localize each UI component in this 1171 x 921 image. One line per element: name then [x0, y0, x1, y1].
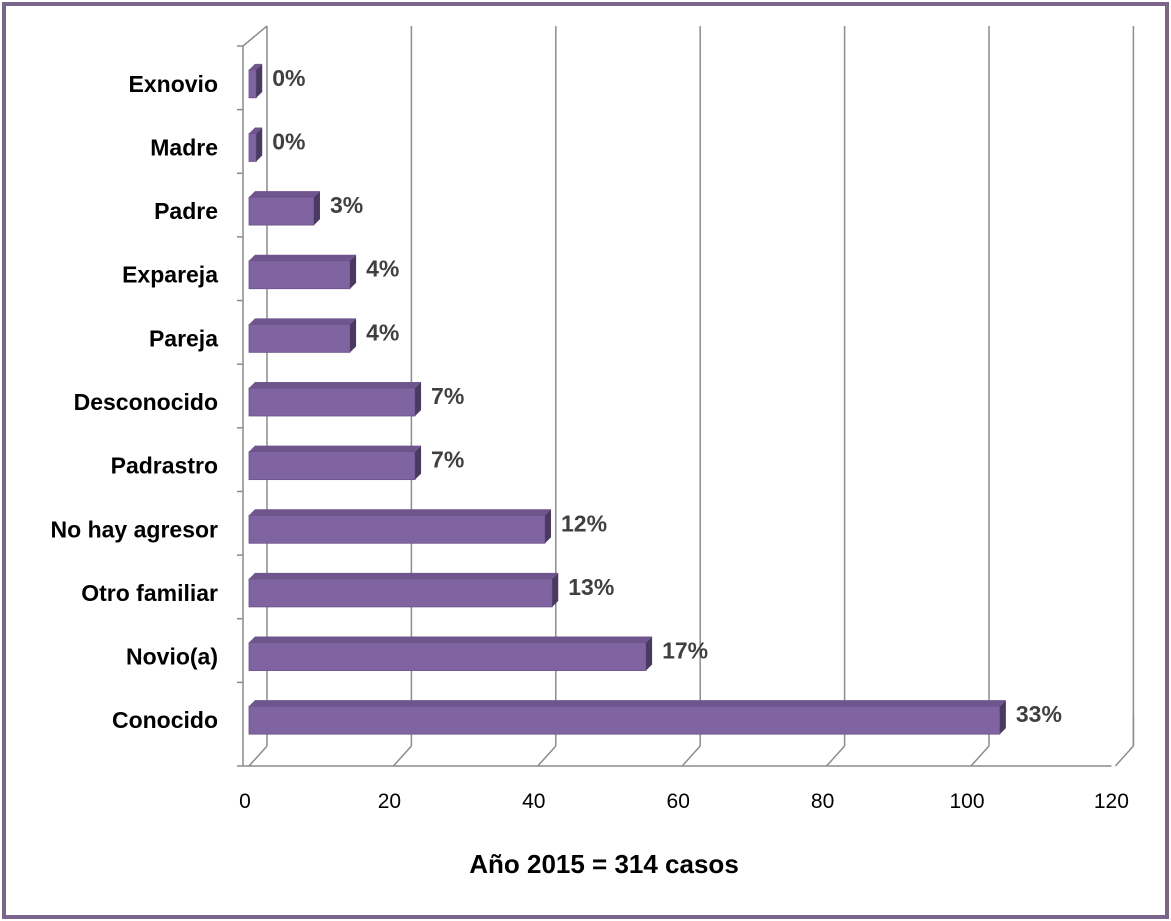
data-label: 17%: [662, 638, 708, 664]
category-label: Desconocido: [74, 389, 218, 415]
bar-top-face: [249, 382, 422, 388]
bar: [248, 578, 553, 608]
x-tick-label: 80: [811, 790, 834, 813]
x-tick-label: 120: [1094, 790, 1129, 813]
x-tick-label: 100: [949, 790, 984, 813]
bar-side-face: [552, 572, 559, 607]
bar-side-face: [415, 445, 422, 480]
category-label: Exnovio: [129, 71, 218, 97]
wall-corner-line: [242, 25, 268, 47]
bar-top-face: [249, 127, 263, 134]
bar-side-face: [350, 254, 357, 289]
bar-top-face: [249, 318, 357, 325]
bar-side-face: [415, 382, 422, 416]
x-tick-label: 40: [522, 790, 545, 813]
bar: [248, 196, 315, 226]
bar-side-face: [545, 509, 552, 544]
bar-top-face: [249, 445, 422, 452]
category-label: Padre: [154, 198, 218, 224]
data-label: 3%: [330, 192, 363, 218]
category-label: Conocido: [112, 707, 218, 733]
gridline-floor-diagonal: [248, 745, 268, 767]
bar-side-face: [350, 318, 357, 353]
bar: [248, 705, 1001, 735]
x-tick-label: 20: [378, 790, 401, 813]
bar: [248, 260, 351, 290]
bar: [248, 514, 546, 544]
data-label: 0%: [272, 128, 305, 154]
bar-side-face: [646, 636, 653, 671]
data-label: 4%: [366, 256, 399, 282]
gridline-floor-diagonal: [826, 745, 846, 767]
bar-top-face: [249, 572, 559, 579]
x-tick-label: 0: [239, 790, 251, 813]
bar-top-face: [249, 636, 653, 643]
category-label: No hay agresor: [51, 516, 218, 542]
gridline-floor-diagonal: [681, 745, 701, 767]
bar-side-face: [313, 191, 320, 226]
gridline-floor-diagonal: [537, 745, 557, 767]
bar: [248, 69, 257, 99]
bar-top-face: [249, 191, 320, 198]
gridline-floor-diagonal: [1114, 745, 1134, 767]
category-label: Pareja: [149, 325, 218, 351]
bar: [248, 133, 257, 162]
category-label: Expareja: [122, 262, 218, 288]
data-label: 13%: [568, 574, 614, 600]
data-label: 7%: [431, 447, 464, 473]
bar-top-face: [249, 700, 1006, 707]
bar-top-face: [249, 63, 263, 70]
bar-side-face: [256, 63, 263, 98]
gridline-floor-diagonal: [970, 745, 990, 767]
data-label: 4%: [366, 319, 399, 345]
category-label: Padrastro: [111, 453, 218, 479]
bar-side-face: [256, 127, 263, 162]
category-label: Madre: [150, 134, 218, 160]
bar: [248, 387, 416, 417]
gridline-floor-diagonal: [392, 745, 412, 767]
bar: [248, 642, 647, 671]
data-label: 12%: [561, 510, 607, 536]
bar-side-face: [999, 700, 1006, 735]
x-axis-title: Año 2015 = 314 casos: [469, 849, 739, 879]
data-label: 0%: [272, 65, 305, 91]
category-label: Novio(a): [126, 644, 218, 670]
bar: [248, 451, 416, 481]
x-tick-label: 60: [667, 790, 690, 813]
category-label: Otro familiar: [81, 580, 218, 606]
bar: [248, 323, 351, 353]
bar-top-face: [249, 509, 552, 516]
data-label: 33%: [1016, 701, 1062, 727]
data-label: 7%: [431, 383, 464, 409]
bar-top-face: [249, 254, 357, 261]
